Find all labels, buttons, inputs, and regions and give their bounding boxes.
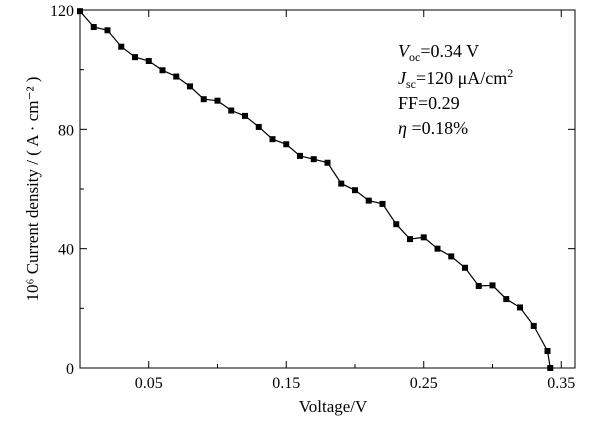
data-point <box>547 365 554 371</box>
data-point <box>420 234 427 241</box>
y-axis-label: 10⁶ Current density / ( A · cm⁻² ) <box>23 77 42 302</box>
data-point <box>283 141 290 148</box>
jsc-annotation: Jsc=120 μA/cm2 <box>398 66 513 91</box>
data-point <box>228 107 235 114</box>
eta-annotation: η =0.18% <box>398 118 468 138</box>
eta-symbol: η <box>398 118 407 138</box>
series-line <box>79 10 551 369</box>
jsc-value: =120 μA/cm <box>416 68 507 88</box>
data-point <box>365 197 372 204</box>
data-point <box>118 43 125 50</box>
jsc-subscript: sc <box>406 77 416 91</box>
axis-ticks <box>80 9 575 369</box>
data-point <box>352 187 358 194</box>
data-point <box>407 236 413 243</box>
x-tick-label: 0.15 <box>272 375 300 392</box>
data-point <box>255 123 262 130</box>
data-point <box>448 253 455 260</box>
jsc-superscript: 2 <box>507 66 513 80</box>
data-point <box>434 245 441 252</box>
data-point <box>393 221 400 228</box>
data-point <box>159 67 166 74</box>
data-point <box>475 282 482 289</box>
voc-subscript: oc <box>409 50 420 64</box>
data-point <box>310 156 317 163</box>
data-point <box>200 96 207 103</box>
data-point <box>297 152 303 159</box>
x-axis-label: Voltage/V <box>299 397 368 416</box>
axis-tick-labels: 0.05 0.15 0.25 0.35 0 40 80 120 <box>50 3 575 392</box>
data-point <box>503 296 510 303</box>
voc-symbol: V <box>398 41 411 61</box>
series-line-group <box>79 10 551 369</box>
data-point <box>530 322 537 329</box>
jsc-symbol: J <box>398 68 407 88</box>
data-point <box>544 347 551 354</box>
data-point <box>269 136 276 143</box>
data-point <box>242 112 248 119</box>
eta-value: =0.18% <box>407 118 468 138</box>
data-point <box>104 27 111 34</box>
ff-annotation: FF=0.29 <box>398 93 460 113</box>
voc-value: =0.34 V <box>420 41 479 61</box>
data-point <box>517 304 523 311</box>
x-tick-label: 0.25 <box>410 375 438 392</box>
data-point <box>214 97 221 104</box>
voc-annotation: Voc=0.34 V <box>398 41 479 64</box>
y-tick-label: 80 <box>58 122 74 139</box>
plot-frame <box>79 9 576 369</box>
data-point <box>462 264 468 271</box>
data-point <box>489 282 496 289</box>
data-point <box>145 58 152 65</box>
data-point <box>324 159 331 166</box>
x-tick-label: 0.35 <box>547 375 575 392</box>
data-points <box>77 8 554 371</box>
data-point <box>379 200 386 207</box>
y-tick-label: 40 <box>58 242 74 259</box>
data-point <box>132 54 138 61</box>
data-point <box>77 8 83 15</box>
y-tick-label: 0 <box>66 361 74 378</box>
y-tick-label: 120 <box>50 3 74 20</box>
data-point <box>173 73 180 80</box>
data-point <box>187 83 193 90</box>
x-tick-label: 0.05 <box>135 375 163 392</box>
data-point <box>338 180 345 187</box>
data-point <box>90 24 97 31</box>
